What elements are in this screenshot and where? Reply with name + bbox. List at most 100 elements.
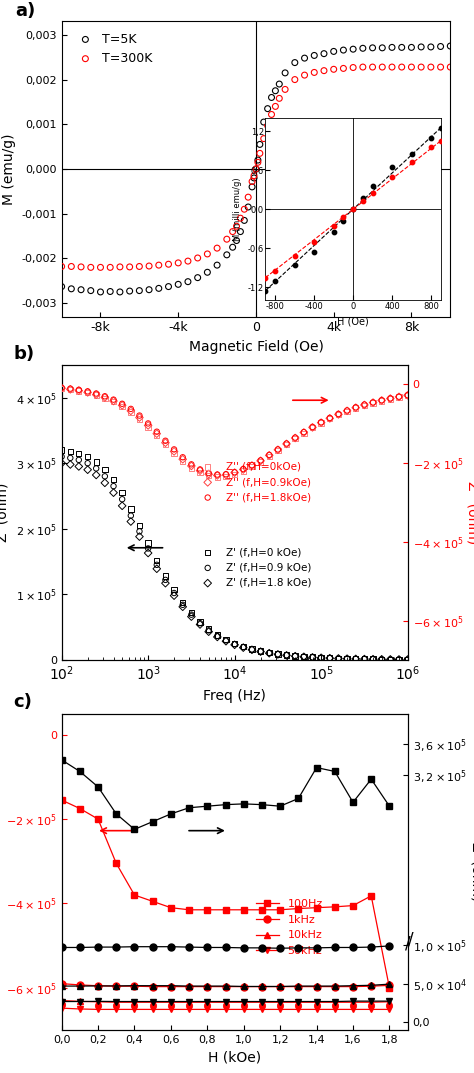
Text: c): c) — [13, 693, 32, 711]
100Hz — [332, 765, 337, 778]
T=5K — [136, 282, 143, 299]
1kHz — [350, 941, 356, 954]
50kHz — [387, 1003, 392, 1016]
Z' (f,H=0 kOe) — [222, 631, 230, 648]
Z" (f,H=0.9kOe) — [292, 429, 299, 446]
1kHz — [387, 979, 392, 991]
Z" (f,H=1.8kOe) — [179, 449, 187, 466]
Z' (f,H=1.8 kOe) — [335, 650, 342, 667]
Z' (f,H=0.9 kOe) — [274, 646, 282, 663]
50kHz — [332, 995, 337, 1008]
100Hz — [387, 982, 392, 995]
Z" (f,H=1.8kOe) — [101, 387, 109, 405]
Z" (f,H=0.9kOe) — [404, 386, 411, 403]
Point — [369, 185, 376, 202]
Z" (f,H=1.8kOe) — [84, 383, 91, 400]
Z" (f,H=0kOe) — [274, 442, 282, 459]
Z" (f,H=0kOe) — [153, 427, 161, 444]
T=5K — [67, 280, 75, 297]
Z' (f,H=0.9 kOe) — [153, 556, 161, 573]
Z" (f,H=0kOe) — [335, 407, 342, 424]
T=300K — [275, 90, 283, 107]
1kHz — [277, 942, 283, 955]
1kHz — [241, 941, 246, 954]
Z" (f,H=0.9kOe) — [222, 467, 230, 484]
T=300K — [174, 254, 182, 271]
50kHz — [132, 995, 137, 1008]
T=300K — [136, 258, 143, 275]
Z" (f,H=0kOe) — [75, 382, 82, 399]
Z" (f,H=1.8kOe) — [66, 380, 74, 397]
1kHz — [113, 941, 119, 954]
Z" (f,H=0.9kOe) — [127, 402, 135, 420]
Z' (f,H=0.9 kOe) — [66, 450, 74, 467]
1kHz — [277, 980, 283, 993]
Z' (f,H=0 kOe) — [335, 650, 342, 667]
Z' (f,H=0 kOe) — [214, 627, 221, 644]
Text: /: / — [405, 934, 410, 952]
Point — [310, 233, 318, 250]
T=5K — [229, 238, 237, 255]
1kHz — [95, 941, 101, 954]
10kHz — [223, 996, 228, 1009]
T=300K — [184, 252, 191, 269]
Z' (f,H=0 kOe) — [75, 444, 82, 461]
50kHz — [241, 995, 246, 1008]
X-axis label: H (kOe): H (kOe) — [208, 1050, 261, 1064]
Z" (f,H=0.9kOe) — [66, 381, 74, 398]
10kHz — [95, 980, 101, 993]
Point — [330, 217, 337, 234]
T=300K — [447, 58, 454, 75]
Z' (f,H=0.9 kOe) — [170, 585, 178, 602]
T=5K — [320, 45, 328, 62]
Z" (f,H=1.8kOe) — [153, 423, 161, 440]
Z" (f,H=1.8kOe) — [326, 409, 334, 426]
T=300K — [427, 58, 435, 75]
Z" (f,H=1.8kOe) — [335, 406, 342, 423]
10kHz — [259, 980, 265, 993]
Z' (f,H=0.9 kOe) — [231, 635, 238, 652]
Z" (f,H=0kOe) — [179, 453, 187, 470]
1kHz — [295, 980, 301, 993]
Z' (f,H=0 kOe) — [231, 635, 238, 652]
100Hz — [223, 903, 228, 916]
T=5K — [301, 49, 308, 67]
T=300K — [254, 153, 262, 171]
50kHz — [204, 1003, 210, 1016]
T=5K — [310, 47, 318, 64]
T=5K — [174, 276, 182, 293]
1kHz — [113, 980, 119, 993]
100Hz — [186, 903, 192, 916]
Z' (f,H=1.8 kOe) — [317, 649, 325, 666]
Z' (f,H=0 kOe) — [205, 620, 212, 637]
Z' (f,H=1.8 kOe) — [196, 616, 204, 633]
Z' (f,H=1.8 kOe) — [84, 461, 91, 479]
Z" (f,H=0.9kOe) — [386, 389, 394, 407]
T=300K — [237, 209, 244, 226]
Z" (f,H=1.8kOe) — [309, 418, 316, 436]
Z' (f,H=0 kOe) — [343, 650, 351, 667]
T=5K — [184, 274, 191, 291]
Z" (f,H=1.8kOe) — [317, 414, 325, 431]
Z" (f,H=1.8kOe) — [196, 461, 204, 479]
T=300K — [260, 130, 267, 147]
T=300K — [58, 258, 65, 275]
Z' (f,H=0.9 kOe) — [257, 643, 264, 660]
Point — [339, 208, 347, 225]
Point — [262, 282, 269, 299]
Z" (f,H=0kOe) — [214, 468, 221, 485]
Z' (f,H=0 kOe) — [361, 650, 368, 667]
10kHz — [168, 996, 174, 1009]
T=5K — [427, 39, 435, 56]
1kHz — [332, 980, 337, 993]
T=300K — [155, 256, 163, 274]
100Hz — [368, 890, 374, 902]
Z" (f,H=0.9kOe) — [361, 396, 368, 413]
Z' (f,H=1.8 kOe) — [205, 623, 212, 641]
10kHz — [277, 996, 283, 1009]
100Hz — [113, 857, 119, 870]
Z" (f,H=0.9kOe) — [378, 392, 385, 409]
Z" (f,H=0.9kOe) — [58, 380, 65, 397]
Y-axis label: M (milli emu/g): M (milli emu/g) — [233, 177, 242, 241]
100Hz — [150, 815, 155, 828]
